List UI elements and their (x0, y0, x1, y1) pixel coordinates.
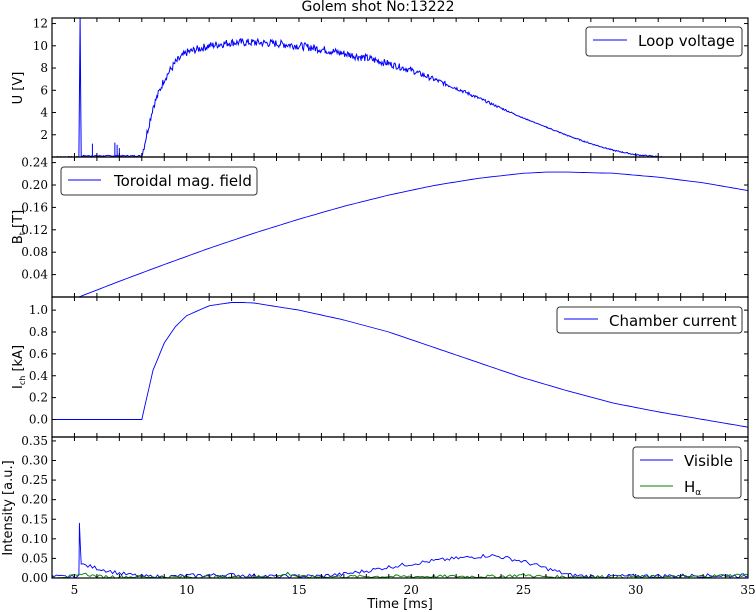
series-line (52, 522, 748, 578)
y-tick-label: 0.20 (21, 178, 48, 192)
x-tick-label: 15 (291, 583, 306, 597)
series-line (78, 171, 748, 297)
chart-title: Golem shot No:13222 (301, 0, 455, 15)
y-tick-label: 0.04 (21, 268, 48, 282)
legend-chamber-current: Chamber current (556, 306, 743, 334)
legend-label-loop-voltage: Loop voltage (638, 32, 735, 50)
xlabel-time: Time [ms] (366, 597, 433, 612)
legend-intensity: Visible Hα (632, 446, 742, 499)
y-tick-label: 0.6 (29, 347, 48, 361)
series-line (52, 18, 663, 157)
y-tick-label: 8 (40, 61, 48, 75)
legend-toroidal-field: Toroidal mag. field (60, 166, 258, 196)
intensity-panel: 0.00 0.05 0.10 0.15 0.20 0.25 0.30 0.35 5 10 15 20 2… (21, 434, 755, 597)
legend-loop-voltage: Loop voltage (585, 26, 743, 57)
y-tick-label: 0.12 (21, 223, 48, 237)
x-tick-label: 20 (404, 583, 419, 597)
y-tick-label: 0.2 (29, 391, 48, 405)
y-tick-label: 0.08 (21, 245, 48, 259)
y-tick-label: 2 (40, 128, 48, 142)
axes-frame (51, 436, 749, 579)
ylabel-toroidal-field: Bt [T] (11, 210, 27, 244)
y-tick-label: 0.15 (21, 512, 48, 526)
ylabel-chamber-current: Ich [kA] (11, 345, 27, 389)
y-tick-label: 0.05 (21, 551, 48, 565)
x-tick-label: 25 (516, 583, 531, 597)
legend-label-halpha: Hα (684, 478, 701, 498)
series-line (52, 302, 748, 428)
x-tick-label: 10 (179, 583, 194, 597)
y-tick-label: 0.4 (29, 369, 48, 383)
y-tick-label: 0.00 (21, 571, 48, 585)
y-tick-label: 0.35 (21, 434, 48, 448)
y-tick-label: 0.24 (21, 156, 48, 170)
y-tick-label: 10 (33, 39, 48, 53)
x-tick-label: 5 (71, 583, 79, 597)
y-tick-label: 4 (40, 106, 48, 120)
y-tick-label: 1.0 (29, 303, 48, 317)
y-tick-label: 6 (40, 83, 48, 97)
y-tick-label: 0.8 (29, 325, 48, 339)
x-tick-label: 35 (740, 583, 755, 597)
legend-label-toroidal-field: Toroidal mag. field (113, 172, 252, 190)
y-tick-label: 0.20 (21, 493, 48, 507)
ylabel-intensity: Intensity [a.u.] (1, 460, 16, 555)
legend-label-chamber-current: Chamber current (609, 312, 737, 330)
loop-voltage-panel: 2 4 6 8 10 12 (33, 17, 749, 158)
y-tick-label: 0.25 (21, 473, 48, 487)
y-tick-label: 0.16 (21, 200, 48, 214)
ylabel-loop-voltage: U [V] (11, 72, 26, 105)
y-tick-label: 12 (33, 17, 48, 31)
y-tick-label: 0.10 (21, 532, 48, 546)
y-tick-label: 0.0 (29, 413, 48, 427)
x-tick-label: 30 (628, 583, 643, 597)
legend-label-visible: Visible (684, 452, 733, 470)
y-tick-label: 0.30 (21, 454, 48, 468)
